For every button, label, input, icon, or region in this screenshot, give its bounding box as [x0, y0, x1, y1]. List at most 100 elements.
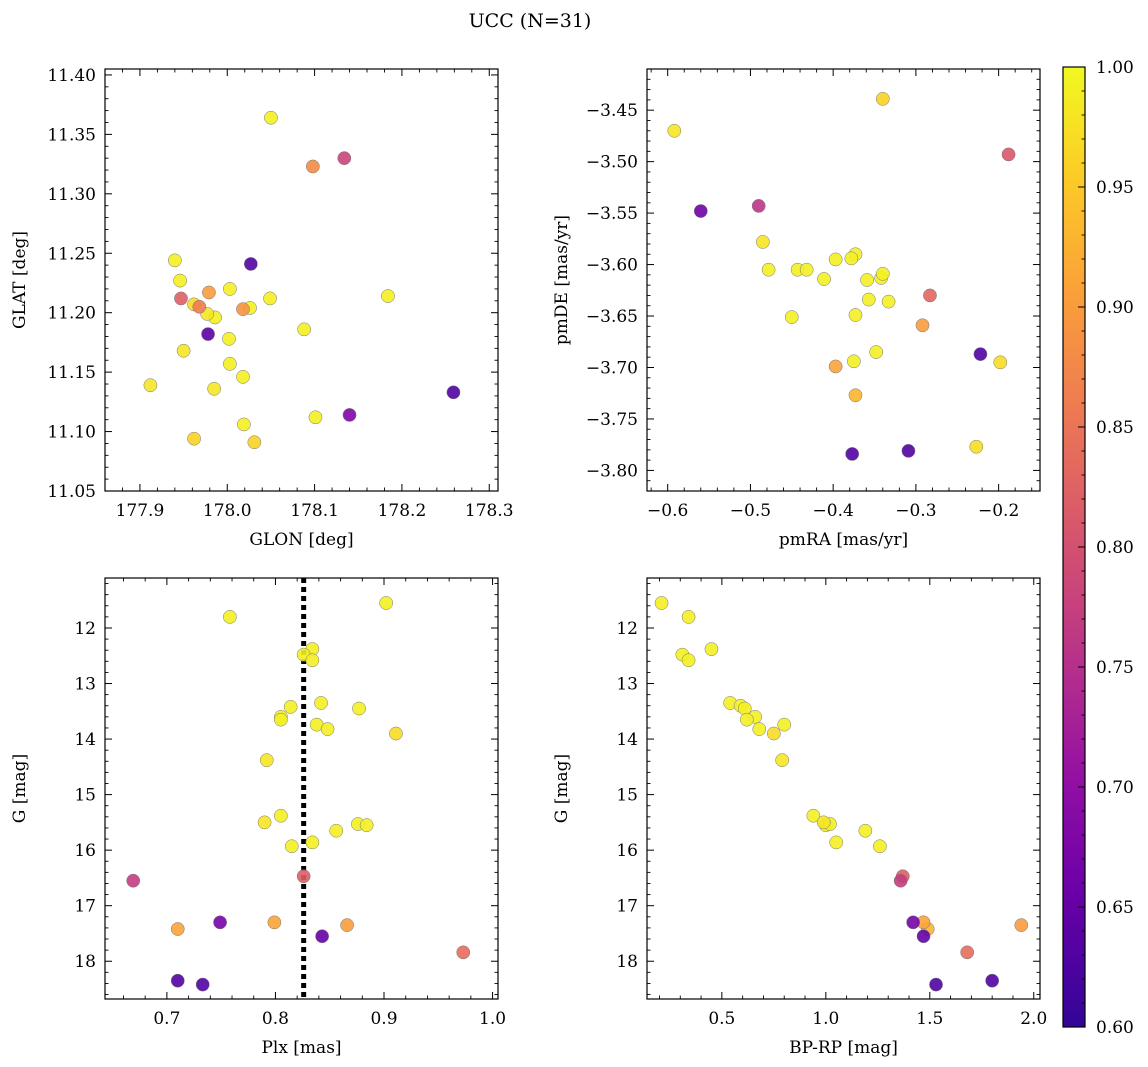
panel-1: 177.9 178.0 178.1 178.2 178.3 11.05 11.10 11.15… — [10, 66, 514, 550]
x-tick-label: 177.9 — [116, 501, 165, 521]
data-point — [264, 110, 278, 125]
x-tick-label: 178.3 — [465, 501, 514, 521]
data-point — [739, 712, 754, 727]
data-point — [267, 915, 282, 930]
colorbar-tick-label: 0.90 — [1096, 298, 1134, 318]
x-tick-label: 178.0 — [203, 501, 252, 521]
data-point — [906, 915, 921, 930]
data-point — [379, 596, 394, 610]
data-point — [320, 722, 335, 736]
x-tick-label: 0.5 — [708, 1009, 735, 1029]
y-tick-label: 18 — [74, 952, 96, 972]
y-tick-label: 12 — [74, 619, 96, 639]
y-tick-label: −3.65 — [586, 307, 638, 327]
data-point — [861, 292, 876, 307]
y-tick-label: −3.55 — [586, 204, 638, 224]
data-point — [174, 291, 188, 306]
y-tick-label: 15 — [74, 786, 96, 806]
data-point — [213, 915, 227, 930]
data-point — [195, 977, 210, 992]
x-tick-label: 0.9 — [370, 1009, 397, 1029]
data-point — [176, 343, 191, 358]
data-point — [168, 253, 182, 268]
x-tick-label: 0.7 — [153, 1009, 180, 1029]
data-point — [306, 159, 320, 174]
data-point — [881, 294, 896, 309]
y-tick-label: −3.50 — [586, 153, 638, 173]
data-point — [381, 289, 395, 303]
data-point — [844, 251, 859, 266]
colorbar-tick-label: 0.95 — [1096, 178, 1134, 198]
data-point — [223, 282, 237, 296]
y-tick-label: −3.45 — [586, 101, 638, 121]
y-tick-label: 12 — [616, 619, 638, 639]
y-tick-label: 11.10 — [47, 423, 96, 443]
data-point — [960, 945, 975, 960]
data-point — [875, 266, 890, 281]
y-tick-label: 11.30 — [47, 185, 96, 205]
data-point — [985, 973, 1000, 988]
data-point — [929, 977, 943, 992]
data-point — [915, 318, 930, 333]
data-point — [340, 918, 354, 932]
data-point — [973, 347, 988, 361]
data-point — [828, 252, 843, 267]
x-axis-label: BP-RP [mag] — [789, 1038, 898, 1058]
colorbar-tick-label: 0.65 — [1096, 898, 1134, 918]
y-tick-label: 11.40 — [47, 66, 96, 86]
data-point — [848, 308, 863, 322]
colorbar-tick-label: 0.75 — [1096, 658, 1134, 678]
colorbar-tick-label: 0.60 — [1096, 1018, 1134, 1038]
colorbar: 0.60 0.65 0.70 0.75 0.80 0.85 0.90 0.95 1.00 — [1062, 58, 1134, 1038]
y-tick-label: 11.15 — [47, 363, 96, 383]
data-point — [274, 808, 288, 823]
data-point — [846, 354, 861, 369]
data-point — [143, 378, 158, 393]
data-point — [359, 818, 374, 833]
y-tick-label: 11.05 — [47, 482, 96, 502]
data-point — [901, 444, 916, 458]
x-tick-label: −0.6 — [647, 501, 688, 521]
data-point — [308, 410, 323, 425]
data-point — [173, 273, 187, 288]
panel-4: 0.5 1.0 1.5 2.0 12 13 14 15 16 17 18 BP-RP [mag] G [… — [552, 577, 1047, 1058]
plot-frame — [104, 68, 499, 492]
y-axis-label: G [mag] — [552, 754, 572, 823]
x-axis-label: GLON [deg] — [249, 530, 353, 550]
data-point — [247, 435, 262, 450]
y-tick-label: 18 — [616, 952, 638, 972]
data-point — [752, 722, 767, 736]
y-tick-label: 17 — [74, 897, 96, 917]
data-point — [314, 696, 328, 710]
data-point — [704, 642, 719, 656]
data-point — [993, 355, 1008, 370]
data-point — [223, 356, 237, 371]
colorbar-tick-label: 1.00 — [1096, 58, 1134, 78]
data-point — [456, 945, 471, 960]
data-point — [858, 823, 873, 838]
data-point — [243, 257, 258, 271]
y-tick-label: −3.75 — [586, 410, 638, 430]
data-point — [1014, 918, 1029, 932]
data-point — [817, 272, 831, 286]
colorbar-tick-label: 0.80 — [1096, 538, 1134, 558]
x-axis-label: Plx [mas] — [261, 1038, 341, 1058]
data-point — [916, 929, 931, 944]
x-tick-label: 0.8 — [262, 1009, 289, 1029]
y-axis-label: G [mag] — [10, 754, 30, 823]
y-tick-label: 14 — [616, 730, 638, 750]
data-point — [969, 439, 984, 454]
data-point — [305, 653, 320, 668]
x-tick-label: 178.1 — [290, 501, 339, 521]
y-tick-label: 11.35 — [47, 125, 96, 145]
data-point — [337, 151, 352, 166]
y-tick-label: −3.60 — [586, 256, 638, 276]
y-tick-label: −3.80 — [586, 461, 638, 481]
y-tick-label: 16 — [616, 841, 638, 861]
x-tick-label: 2.0 — [1020, 1009, 1047, 1029]
x-tick-label: −0.4 — [813, 501, 854, 521]
data-point — [799, 262, 814, 277]
plot-frame — [646, 577, 1041, 1000]
data-point — [389, 726, 403, 741]
